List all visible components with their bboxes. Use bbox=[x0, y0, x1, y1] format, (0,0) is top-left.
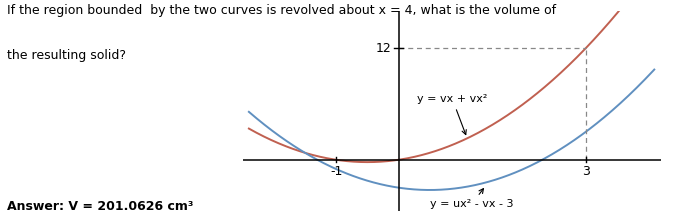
Text: If the region bounded  by the two curves is revolved about x = 4, what is the vo: If the region bounded by the two curves … bbox=[7, 4, 556, 18]
Text: the resulting solid?: the resulting solid? bbox=[7, 49, 126, 62]
Text: y = vx + vx²: y = vx + vx² bbox=[417, 94, 488, 135]
Text: -1: -1 bbox=[330, 165, 342, 178]
Text: 12: 12 bbox=[375, 42, 391, 55]
Text: y = ux² - vx - 3: y = ux² - vx - 3 bbox=[430, 189, 513, 209]
Text: 3: 3 bbox=[582, 165, 590, 178]
Text: Answer: V = 201.0626 cm³: Answer: V = 201.0626 cm³ bbox=[7, 200, 193, 213]
